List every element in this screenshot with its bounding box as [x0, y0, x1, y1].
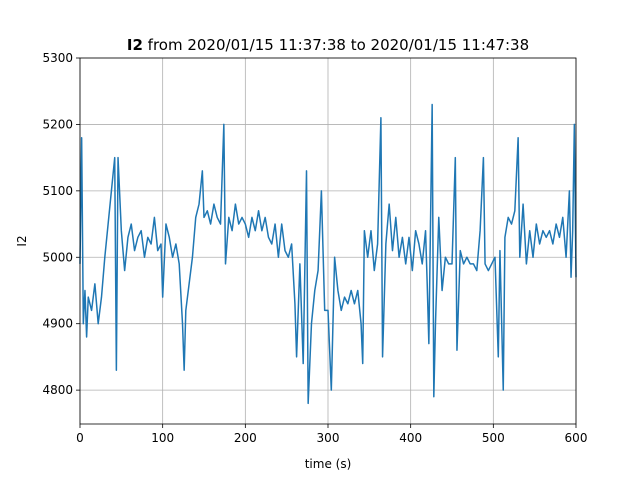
data-line — [79, 103, 577, 405]
x-tick-label: 300 — [317, 431, 340, 445]
x-tick-label: 200 — [234, 431, 257, 445]
title-rest: from 2020/01/15 11:37:38 to 2020/01/15 1… — [148, 36, 529, 54]
x-tick-label: 0 — [76, 431, 84, 445]
y-tick-label: 5300 — [42, 51, 73, 65]
x-tick-label: 500 — [482, 431, 505, 445]
y-tick-label: 4800 — [42, 383, 73, 397]
y-tick-label: 5100 — [42, 184, 73, 198]
x-tick-label: 400 — [399, 431, 422, 445]
y-axis-label: I2 — [15, 235, 29, 246]
x-tick-label: 100 — [151, 431, 174, 445]
y-tick-label: 5000 — [42, 250, 73, 264]
plot-frame — [79, 57, 577, 425]
y-tick-label: 4900 — [42, 317, 73, 331]
x-axis-label: time (s) — [305, 457, 352, 471]
x-tick-label: 600 — [565, 431, 588, 445]
chart-title: I2 from 2020/01/15 11:37:38 to 2020/01/1… — [127, 36, 529, 54]
title-bold: I2 — [127, 36, 143, 54]
y-tick-label: 5200 — [42, 117, 73, 131]
